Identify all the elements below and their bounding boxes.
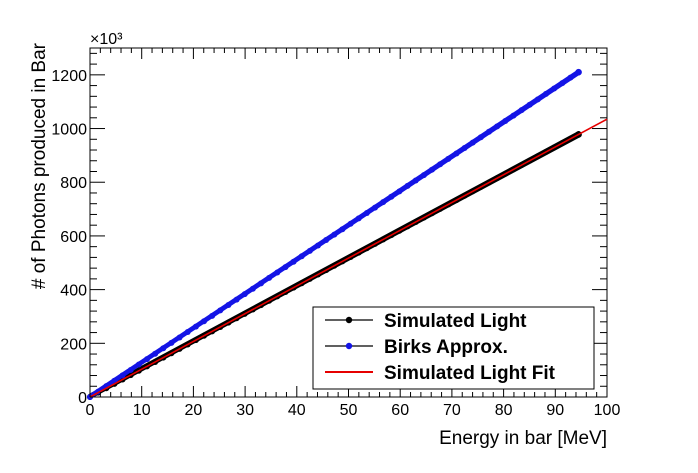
y-tick-label: 1200 bbox=[51, 68, 87, 85]
series-simulated-light-fit bbox=[89, 118, 608, 398]
data-point bbox=[331, 231, 338, 238]
data-point bbox=[152, 350, 159, 357]
data-point bbox=[257, 280, 264, 287]
data-point bbox=[282, 264, 289, 271]
data-point bbox=[420, 172, 427, 179]
data-point bbox=[510, 112, 517, 119]
data-point bbox=[380, 199, 387, 206]
data-point bbox=[339, 226, 346, 233]
x-tick-label: 60 bbox=[391, 402, 409, 419]
y-axis-multiplier: ×10³ bbox=[90, 31, 123, 48]
data-point bbox=[518, 107, 525, 114]
data-point bbox=[371, 204, 378, 211]
data-point bbox=[274, 269, 281, 276]
data-point bbox=[192, 323, 199, 330]
data-point bbox=[306, 247, 313, 254]
data-point bbox=[184, 329, 191, 336]
legend-marker-point bbox=[345, 342, 353, 350]
fit-line bbox=[89, 118, 608, 398]
data-point bbox=[428, 166, 435, 173]
data-point bbox=[567, 74, 574, 81]
y-tick-label: 200 bbox=[60, 336, 87, 353]
data-point bbox=[437, 161, 444, 168]
data-point bbox=[298, 253, 305, 260]
legend-entry-simulated-light: Simulated Light bbox=[325, 311, 527, 332]
data-point bbox=[347, 220, 354, 227]
data-point bbox=[559, 80, 566, 87]
x-tick-label: 40 bbox=[288, 402, 306, 419]
x-axis-title: Energy in bar [MeV] bbox=[439, 428, 607, 449]
data-point bbox=[290, 258, 297, 265]
data-point bbox=[534, 96, 541, 103]
data-point bbox=[176, 334, 183, 341]
data-point bbox=[363, 209, 370, 216]
data-point bbox=[266, 274, 273, 281]
data-point bbox=[477, 134, 484, 141]
data-point bbox=[445, 155, 452, 162]
legend-entry-simulated-light-fit: Simulated Light Fit bbox=[325, 363, 556, 384]
legend-label: Birks Approx. bbox=[384, 337, 508, 358]
x-tick-label: 10 bbox=[133, 402, 151, 419]
data-point bbox=[225, 301, 232, 308]
data-point bbox=[551, 85, 558, 92]
data-point bbox=[485, 128, 492, 135]
data-point bbox=[143, 356, 150, 363]
y-axis-title: # of Photons produced in Bar bbox=[29, 42, 50, 289]
y-tick-label: 1000 bbox=[51, 122, 87, 139]
y-axis: 0 200 400 600 800 1000 1200 bbox=[51, 52, 607, 407]
data-point bbox=[249, 285, 256, 292]
data-point bbox=[200, 318, 207, 325]
y-tick-label: 0 bbox=[78, 390, 87, 407]
data-point bbox=[461, 145, 468, 152]
x-tick-label: 100 bbox=[594, 402, 621, 419]
data-point bbox=[135, 361, 142, 368]
x-tick-label: 50 bbox=[340, 402, 358, 419]
y-tick-label: 800 bbox=[60, 175, 87, 192]
legend-entry-birks-approx: Birks Approx. bbox=[325, 337, 508, 358]
data-point bbox=[233, 296, 240, 303]
data-point bbox=[404, 182, 411, 189]
data-point bbox=[412, 177, 419, 184]
data-point bbox=[388, 193, 395, 200]
x-tick-label: 0 bbox=[86, 402, 95, 419]
legend-label: Simulated Light Fit bbox=[384, 363, 556, 384]
x-tick-label: 90 bbox=[546, 402, 564, 419]
legend-marker-point bbox=[345, 316, 353, 324]
data-point bbox=[314, 242, 321, 249]
x-tick-label: 30 bbox=[236, 402, 254, 419]
data-point bbox=[453, 150, 460, 157]
data-point bbox=[168, 339, 175, 346]
x-tick-label: 80 bbox=[495, 402, 513, 419]
data-point bbox=[241, 291, 248, 298]
legend-box bbox=[312, 306, 595, 390]
legend: Simulated Light Birks Approx. Simulated … bbox=[312, 306, 595, 390]
y-tick-label: 400 bbox=[60, 283, 87, 300]
data-point bbox=[160, 345, 167, 352]
data-point bbox=[217, 307, 224, 314]
legend-label: Simulated Light bbox=[384, 311, 527, 332]
data-point bbox=[575, 68, 582, 76]
x-tick-label: 70 bbox=[443, 402, 461, 419]
data-point bbox=[494, 123, 501, 130]
data-point bbox=[502, 117, 509, 124]
data-point bbox=[469, 139, 476, 146]
data-point bbox=[209, 312, 216, 319]
data-point bbox=[355, 215, 362, 222]
data-point bbox=[119, 372, 126, 379]
data-point bbox=[323, 237, 330, 244]
data-point bbox=[127, 366, 134, 373]
data-point bbox=[526, 101, 533, 108]
data-point bbox=[542, 90, 549, 97]
x-tick-label: 20 bbox=[185, 402, 203, 419]
data-point bbox=[396, 188, 403, 195]
x-axis: 0 10 20 30 40 50 60 70 80 90 100 bbox=[86, 48, 621, 419]
y-tick-label: 600 bbox=[60, 229, 87, 246]
